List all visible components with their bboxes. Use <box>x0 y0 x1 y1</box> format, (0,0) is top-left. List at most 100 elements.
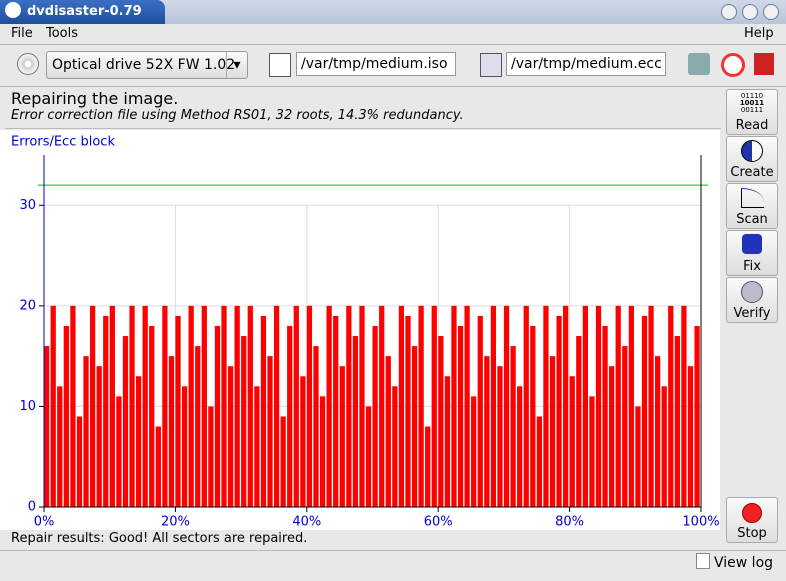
menu-file[interactable]: File <box>11 26 33 41</box>
bar <box>392 386 398 507</box>
help-button[interactable] <box>721 53 745 77</box>
drive-select[interactable]: Optical drive 52X FW 1.02 ▾ <box>46 51 248 79</box>
fix-button[interactable]: Fix <box>726 230 778 276</box>
bar <box>50 305 56 507</box>
x-tick-label: 60% <box>424 515 453 530</box>
bar <box>398 305 405 507</box>
minimize-button[interactable] <box>721 4 737 20</box>
bar <box>326 305 332 507</box>
bar <box>63 325 69 507</box>
bar <box>431 305 437 507</box>
bar <box>556 315 562 507</box>
close-button[interactable] <box>763 4 779 20</box>
quit-button[interactable] <box>754 53 774 75</box>
bar <box>83 356 89 507</box>
separator <box>0 44 786 45</box>
bar <box>425 426 431 507</box>
read-button[interactable]: 01110 10011 00111 Read <box>726 89 778 135</box>
bar <box>188 305 194 507</box>
bar <box>149 325 155 507</box>
bar <box>44 346 50 507</box>
bar <box>346 305 352 507</box>
bar <box>530 325 536 507</box>
bar <box>227 366 234 507</box>
bar <box>221 305 227 507</box>
menu-tools[interactable]: Tools <box>46 26 79 41</box>
bar <box>208 406 214 507</box>
bar <box>333 315 339 507</box>
bar <box>622 346 628 507</box>
x-tick-label: 80% <box>555 515 584 530</box>
bar <box>372 325 378 507</box>
header-title: Repairing the image. <box>11 89 179 108</box>
chart: Errors/Ecc block 0 10 20 30 0% 20% 40% 60% 80% 10… <box>0 130 720 530</box>
x-tick-label: 100% <box>682 515 719 530</box>
bar <box>635 406 641 507</box>
bar <box>405 315 411 507</box>
bar <box>687 366 694 507</box>
bar <box>247 305 253 507</box>
bar <box>359 305 365 507</box>
bar <box>668 305 674 507</box>
bar <box>306 305 313 507</box>
x-tick-label: 40% <box>292 515 321 530</box>
bar <box>96 366 102 507</box>
bar <box>569 376 575 507</box>
bar <box>300 376 306 507</box>
create-button[interactable]: Create <box>726 136 778 182</box>
ecc-file-field[interactable]: /var/tmp/medium.ecc <box>506 52 666 76</box>
separator <box>0 550 786 551</box>
stop-button[interactable]: Stop <box>726 497 778 543</box>
view-log-label: View log <box>714 555 774 571</box>
bar <box>628 305 634 507</box>
y-tick-label: 20 <box>19 298 36 313</box>
bar <box>648 305 654 507</box>
bar <box>681 305 687 507</box>
preferences-button[interactable] <box>688 53 710 75</box>
bar <box>234 305 240 507</box>
button-label: Read <box>735 118 769 133</box>
bar <box>595 305 602 507</box>
bar <box>503 305 510 507</box>
image-file-field[interactable]: /var/tmp/medium.iso <box>296 52 456 76</box>
bar <box>214 325 221 507</box>
bar <box>254 386 260 507</box>
bar <box>168 356 175 507</box>
menu-help[interactable]: Help <box>744 26 774 41</box>
bar <box>339 366 345 507</box>
bar <box>563 305 569 507</box>
bar <box>655 356 661 507</box>
x-tick-label: 0% <box>34 515 55 530</box>
bar <box>379 305 385 507</box>
view-log-button[interactable]: View log <box>696 553 773 571</box>
bar <box>70 305 76 507</box>
bar <box>582 305 588 507</box>
bar <box>510 346 516 507</box>
bar <box>241 336 247 507</box>
bar <box>313 346 319 507</box>
maximize-button[interactable] <box>742 4 758 20</box>
bar <box>135 376 142 507</box>
bar <box>109 305 115 507</box>
bar <box>273 305 280 507</box>
read-icon-text: 10011 <box>739 99 765 107</box>
read-icon-text: 01110 <box>740 92 764 100</box>
bar <box>293 305 299 507</box>
drive-name: Optical drive 52X FW 1.02 <box>52 57 236 73</box>
x-tick-label: 20% <box>161 515 190 530</box>
y-tick-label: 10 <box>19 399 36 414</box>
bar <box>162 305 168 507</box>
status-text: Repair results: Good! All sectors are re… <box>11 531 308 546</box>
bar <box>523 305 529 507</box>
image-file-icon <box>269 53 291 77</box>
bar <box>444 376 451 507</box>
bar <box>319 396 326 507</box>
verify-button[interactable]: Verify <box>726 277 778 323</box>
bar <box>103 315 109 507</box>
bar <box>418 305 424 507</box>
bar <box>267 356 273 507</box>
bar <box>615 305 621 507</box>
bar <box>536 416 543 507</box>
ecc-file-icon <box>480 53 502 77</box>
scan-button[interactable]: Scan <box>726 183 778 229</box>
